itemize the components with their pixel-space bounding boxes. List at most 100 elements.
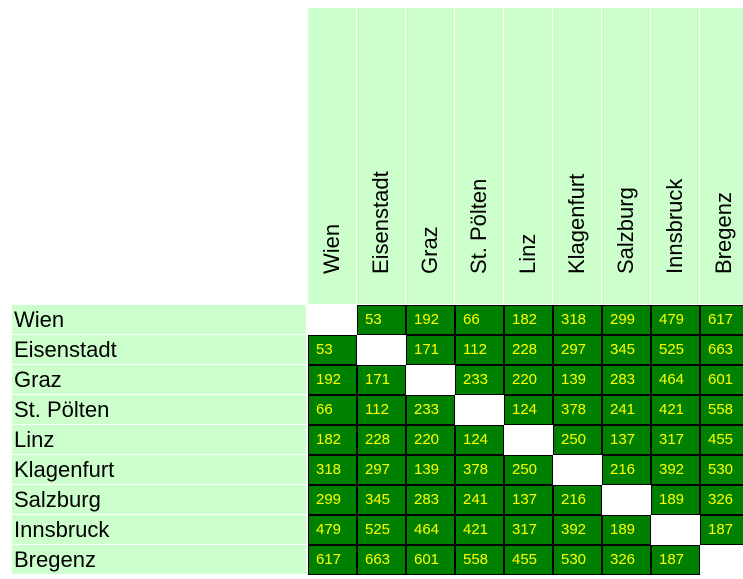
column-header-label: Bregenz (711, 192, 736, 274)
distance-cell: 171 (357, 365, 406, 395)
column-header: Wien (308, 8, 356, 304)
row-header: Klagenfurt (12, 455, 306, 484)
distance-cell: 228 (357, 425, 406, 455)
column-header-label: Klagenfurt (564, 173, 589, 274)
distance-cell: 220 (406, 425, 455, 455)
column-header: Linz (504, 8, 552, 304)
distance-cell: 139 (553, 365, 602, 395)
distance-cell: 137 (602, 425, 651, 455)
distance-cell: 112 (357, 395, 406, 425)
row-header: Linz (12, 425, 306, 454)
distance-cell: 66 (455, 305, 504, 335)
column-header: Graz (406, 8, 454, 304)
row-header: Bregenz (12, 545, 306, 574)
diagonal-cell (357, 335, 406, 365)
distance-cell: 216 (602, 455, 651, 485)
distance-cell: 66 (308, 395, 357, 425)
column-header: Bregenz (700, 8, 743, 304)
distance-cell: 124 (455, 425, 504, 455)
column-header-label: Wien (319, 223, 344, 274)
distance-cell: 392 (651, 455, 700, 485)
distance-cell: 182 (308, 425, 357, 455)
distance-cell: 192 (406, 305, 455, 335)
distance-cell: 617 (700, 305, 743, 335)
distance-cell: 318 (553, 305, 602, 335)
distance-cell: 233 (455, 365, 504, 395)
distance-cell: 189 (651, 485, 700, 515)
row-header: Innsbruck (12, 515, 306, 544)
row-header: Graz (12, 365, 306, 394)
distance-cell: 53 (308, 335, 357, 365)
distance-cell: 187 (700, 515, 743, 545)
distance-cell: 392 (553, 515, 602, 545)
distance-cell: 241 (455, 485, 504, 515)
distance-cell: 455 (700, 425, 743, 455)
distance-cell: 601 (700, 365, 743, 395)
distance-cell: 189 (602, 515, 651, 545)
column-header-label: Salzburg (613, 187, 638, 274)
distance-cell: 421 (455, 515, 504, 545)
column-header: Salzburg (602, 8, 650, 304)
distance-cell: 297 (357, 455, 406, 485)
row-header: Eisenstadt (12, 335, 306, 364)
column-header: Klagenfurt (553, 8, 601, 304)
distance-cell: 187 (651, 545, 700, 575)
distance-cell: 530 (700, 455, 743, 485)
distance-cell: 250 (504, 455, 553, 485)
distance-cell: 530 (553, 545, 602, 575)
distance-cell: 326 (700, 485, 743, 515)
diagonal-cell (602, 485, 651, 515)
distance-cell: 479 (308, 515, 357, 545)
distance-cell: 317 (504, 515, 553, 545)
distance-cell: 137 (504, 485, 553, 515)
diagonal-cell (700, 545, 743, 575)
distance-cell: 525 (357, 515, 406, 545)
column-header-label: Graz (417, 226, 442, 274)
distance-cell: 464 (651, 365, 700, 395)
distance-cell: 558 (455, 545, 504, 575)
diagonal-cell (308, 305, 357, 335)
diagonal-cell (553, 455, 602, 485)
column-header-label: St. Pölten (466, 178, 491, 274)
distance-cell: 192 (308, 365, 357, 395)
distance-cell: 479 (651, 305, 700, 335)
distance-cell: 617 (308, 545, 357, 575)
distance-cell: 250 (553, 425, 602, 455)
row-header: St. Pölten (12, 395, 306, 424)
row-header: Salzburg (12, 485, 306, 514)
distance-cell: 233 (406, 395, 455, 425)
distance-cell: 464 (406, 515, 455, 545)
diagonal-cell (455, 395, 504, 425)
distance-cell: 171 (406, 335, 455, 365)
distance-cell: 558 (700, 395, 743, 425)
distance-cell: 317 (651, 425, 700, 455)
diagonal-cell (504, 425, 553, 455)
distance-cell: 455 (504, 545, 553, 575)
distance-cell: 318 (308, 455, 357, 485)
distance-cell: 139 (406, 455, 455, 485)
column-header-label: Linz (515, 233, 540, 274)
row-header: Wien (12, 305, 306, 334)
distance-cell: 345 (602, 335, 651, 365)
distance-cell: 124 (504, 395, 553, 425)
distance-cell: 283 (602, 365, 651, 395)
distance-cell: 216 (553, 485, 602, 515)
distance-cell: 525 (651, 335, 700, 365)
distance-cell: 228 (504, 335, 553, 365)
distance-cell: 53 (357, 305, 406, 335)
distance-cell: 241 (602, 395, 651, 425)
distance-cell: 345 (357, 485, 406, 515)
distance-cell: 299 (308, 485, 357, 515)
distance-cell: 601 (406, 545, 455, 575)
column-header-label: Eisenstadt (368, 171, 393, 274)
distance-cell: 297 (553, 335, 602, 365)
column-header: Innsbruck (651, 8, 699, 304)
distance-cell: 220 (504, 365, 553, 395)
distance-cell: 378 (553, 395, 602, 425)
column-header: St. Pölten (455, 8, 503, 304)
distance-cell: 283 (406, 485, 455, 515)
distance-cell: 421 (651, 395, 700, 425)
column-header: Eisenstadt (357, 8, 405, 304)
column-header-label: Innsbruck (662, 178, 687, 274)
